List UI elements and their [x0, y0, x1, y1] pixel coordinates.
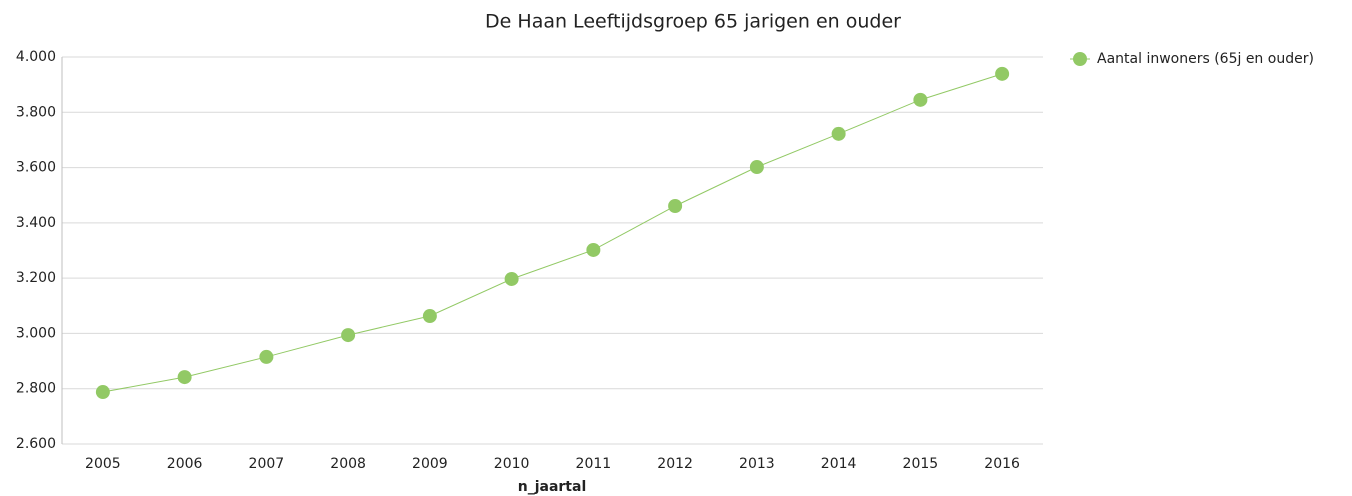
- data-point: [831, 126, 846, 141]
- x-tick-label: 2006: [167, 456, 203, 472]
- x-tick-label: 2005: [85, 456, 121, 472]
- y-tick-label: 3.400: [16, 215, 56, 231]
- data-point: [586, 242, 601, 257]
- x-tick-label: 2014: [821, 456, 857, 472]
- data-point: [668, 198, 683, 213]
- data-point: [177, 370, 192, 385]
- x-tick-label: 2011: [576, 456, 612, 472]
- y-tick-label: 3.800: [16, 104, 56, 120]
- data-point: [95, 385, 110, 400]
- x-tick-label: 2012: [657, 456, 693, 472]
- x-tick-label: 2008: [330, 456, 366, 472]
- data-point: [913, 92, 928, 107]
- y-tick-label: 4.000: [16, 49, 56, 65]
- data-point: [504, 271, 519, 286]
- x-tick-label: 2015: [903, 456, 939, 472]
- x-tick-label: 2009: [412, 456, 448, 472]
- data-point: [259, 349, 274, 364]
- x-tick-label: 2010: [494, 456, 530, 472]
- data-point: [341, 328, 356, 343]
- x-tick-label: 2013: [739, 456, 775, 472]
- y-tick-label: 3.000: [16, 325, 56, 341]
- y-tick-label: 2.800: [16, 381, 56, 397]
- x-tick-label: 2007: [249, 456, 285, 472]
- data-point: [995, 66, 1010, 81]
- y-tick-label: 3.200: [16, 270, 56, 286]
- legend-label: Aantal inwoners (65j en ouder): [1097, 51, 1314, 67]
- legend-marker: [1073, 52, 1087, 66]
- chart-title: De Haan Leeftijdsgroep 65 jarigen en oud…: [485, 11, 901, 33]
- data-point: [749, 160, 764, 175]
- y-tick-label: 3.600: [16, 160, 56, 176]
- y-tick-label: 2.600: [16, 436, 56, 452]
- x-axis-title: n_jaartal: [518, 479, 587, 495]
- x-tick-label: 2016: [984, 456, 1020, 472]
- data-point: [422, 309, 437, 324]
- series-line: [102, 73, 1003, 393]
